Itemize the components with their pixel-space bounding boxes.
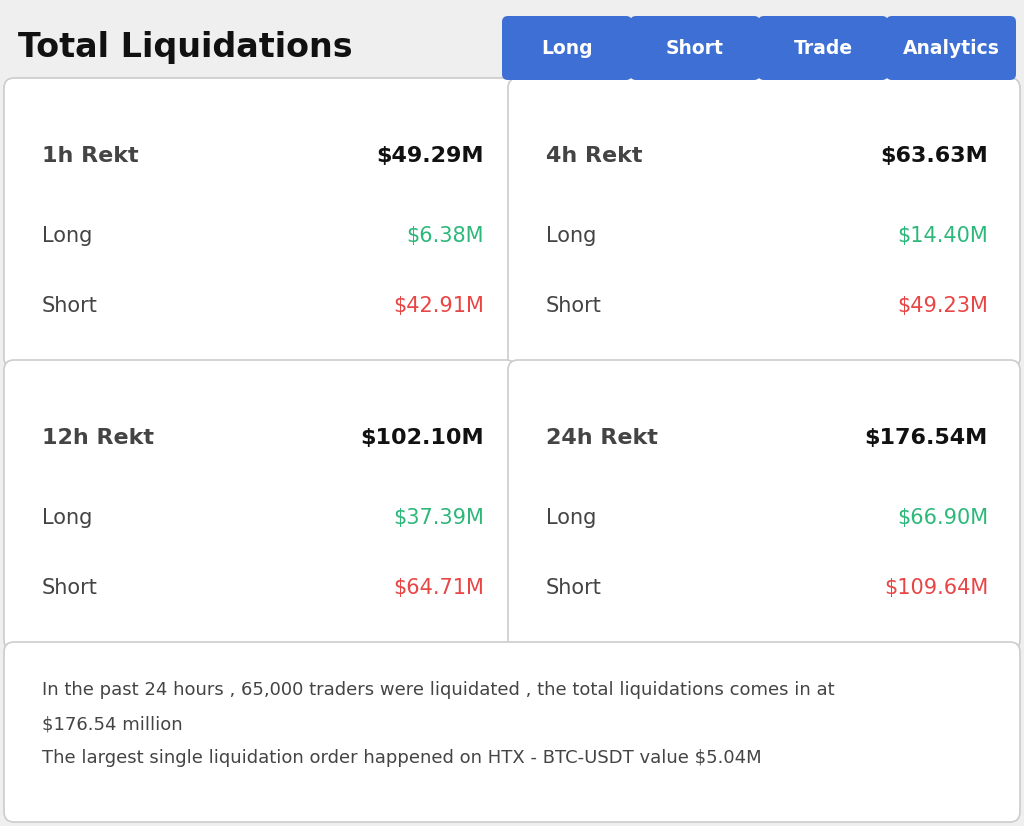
Text: Short: Short bbox=[42, 296, 98, 316]
Text: $176.54M: $176.54M bbox=[864, 428, 988, 448]
Text: 4h Rekt: 4h Rekt bbox=[546, 146, 642, 166]
Text: $102.10M: $102.10M bbox=[360, 428, 484, 448]
FancyBboxPatch shape bbox=[758, 16, 888, 80]
Text: $66.90M: $66.90M bbox=[897, 508, 988, 528]
Text: Total Liquidations: Total Liquidations bbox=[18, 31, 352, 64]
Text: 12h Rekt: 12h Rekt bbox=[42, 428, 154, 448]
FancyBboxPatch shape bbox=[886, 16, 1016, 80]
Text: 1h Rekt: 1h Rekt bbox=[42, 146, 138, 166]
Text: Long: Long bbox=[42, 226, 92, 246]
Text: Short: Short bbox=[42, 578, 98, 598]
Text: Long: Long bbox=[546, 226, 596, 246]
Text: Short: Short bbox=[546, 578, 602, 598]
FancyBboxPatch shape bbox=[508, 78, 1020, 368]
Text: In the past 24 hours , 65,000 traders were liquidated , the total liquidations c: In the past 24 hours , 65,000 traders we… bbox=[42, 681, 835, 699]
Text: $63.63M: $63.63M bbox=[881, 146, 988, 166]
Text: Analytics: Analytics bbox=[902, 39, 999, 58]
Text: Short: Short bbox=[546, 296, 602, 316]
FancyBboxPatch shape bbox=[502, 16, 632, 80]
Text: Long: Long bbox=[42, 508, 92, 528]
FancyBboxPatch shape bbox=[630, 16, 760, 80]
Text: $14.40M: $14.40M bbox=[897, 226, 988, 246]
Text: Long: Long bbox=[542, 39, 593, 58]
Text: $109.64M: $109.64M bbox=[884, 578, 988, 598]
Text: $176.54 million: $176.54 million bbox=[42, 715, 182, 733]
Text: $64.71M: $64.71M bbox=[393, 578, 484, 598]
Text: $42.91M: $42.91M bbox=[393, 296, 484, 316]
FancyBboxPatch shape bbox=[508, 360, 1020, 650]
FancyBboxPatch shape bbox=[4, 642, 1020, 822]
Text: $49.29M: $49.29M bbox=[377, 146, 484, 166]
FancyBboxPatch shape bbox=[4, 78, 516, 368]
Text: $49.23M: $49.23M bbox=[897, 296, 988, 316]
Text: Short: Short bbox=[666, 39, 724, 58]
FancyBboxPatch shape bbox=[4, 360, 516, 650]
Text: $37.39M: $37.39M bbox=[393, 508, 484, 528]
Text: Trade: Trade bbox=[794, 39, 853, 58]
Text: $6.38M: $6.38M bbox=[407, 226, 484, 246]
Text: 24h Rekt: 24h Rekt bbox=[546, 428, 657, 448]
Text: The largest single liquidation order happened on HTX - BTC-USDT value $5.04M: The largest single liquidation order hap… bbox=[42, 749, 762, 767]
Text: Long: Long bbox=[546, 508, 596, 528]
